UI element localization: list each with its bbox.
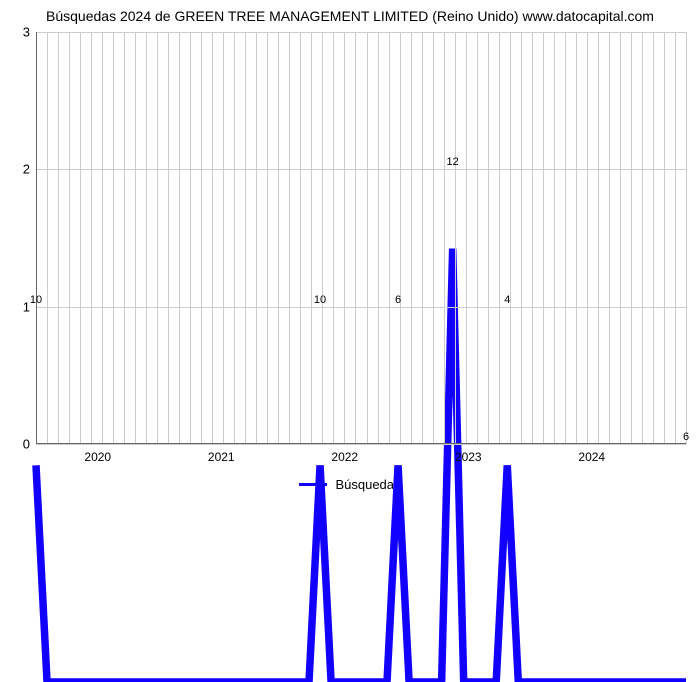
xtick-label: 2021 xyxy=(208,450,235,464)
point-label: 10 xyxy=(314,293,326,305)
chart-title: Búsquedas 2024 de GREEN TREE MANAGEMENT … xyxy=(0,0,700,28)
grid-line-vertical xyxy=(256,32,257,444)
point-label: 4 xyxy=(504,293,510,305)
grid-line-vertical xyxy=(664,32,665,444)
xtick-label: 2022 xyxy=(331,450,358,464)
grid-line-vertical xyxy=(598,32,599,444)
series-polyline xyxy=(36,249,686,682)
grid-line-vertical xyxy=(686,32,687,444)
grid-line-vertical xyxy=(532,32,533,444)
point-label: 6 xyxy=(683,431,689,443)
grid-line-vertical xyxy=(267,32,268,444)
chart-container: Búsquedas 2024 de GREEN TREE MANAGEMENT … xyxy=(0,0,700,500)
grid-line-vertical xyxy=(378,32,379,444)
grid-line-vertical xyxy=(157,32,158,444)
grid-line-vertical xyxy=(179,32,180,444)
grid-line-vertical xyxy=(499,32,500,444)
xtick-label: 2020 xyxy=(84,450,111,464)
grid-line-vertical xyxy=(510,32,511,444)
grid-line-vertical xyxy=(389,32,390,444)
grid-line-vertical xyxy=(212,32,213,444)
point-label: 10 xyxy=(30,293,42,305)
grid-line-vertical xyxy=(344,32,345,444)
grid-line-horizontal xyxy=(36,169,686,170)
xtick-label: 2024 xyxy=(578,450,605,464)
grid-line-vertical xyxy=(433,32,434,444)
grid-line-vertical xyxy=(565,32,566,444)
point-label: 6 xyxy=(395,293,401,305)
grid-line-vertical xyxy=(124,32,125,444)
grid-line-vertical xyxy=(521,32,522,444)
grid-line-vertical xyxy=(311,32,312,444)
grid-line-vertical xyxy=(168,32,169,444)
grid-line-vertical xyxy=(146,32,147,444)
grid-line-vertical xyxy=(477,32,478,444)
chart-area: 012320202021202220232024101061246 xyxy=(0,28,700,470)
grid-line-vertical xyxy=(223,32,224,444)
point-label: 12 xyxy=(447,156,459,168)
grid-line-vertical xyxy=(69,32,70,444)
grid-line-vertical xyxy=(675,32,676,444)
grid-line-vertical xyxy=(300,32,301,444)
xtick-label: 2023 xyxy=(455,450,482,464)
grid-line-vertical xyxy=(411,32,412,444)
grid-line-vertical xyxy=(620,32,621,444)
grid-line-vertical xyxy=(631,32,632,444)
ytick-label: 1 xyxy=(14,299,30,314)
grid-line-vertical xyxy=(367,32,368,444)
grid-line-vertical xyxy=(444,32,445,444)
grid-line-vertical xyxy=(587,32,588,444)
grid-line-vertical xyxy=(322,32,323,444)
grid-line-vertical xyxy=(422,32,423,444)
grid-line-vertical xyxy=(466,32,467,444)
grid-line-vertical xyxy=(609,32,610,444)
grid-line-vertical xyxy=(543,32,544,444)
grid-line-vertical xyxy=(201,32,202,444)
grid-line-vertical xyxy=(554,32,555,444)
grid-line-vertical xyxy=(80,32,81,444)
ytick-label: 0 xyxy=(14,437,30,452)
y-axis-line xyxy=(36,32,37,444)
grid-line-vertical xyxy=(289,32,290,444)
grid-line-horizontal xyxy=(36,32,686,33)
grid-line-vertical xyxy=(102,32,103,444)
grid-line-vertical xyxy=(245,32,246,444)
grid-line-vertical xyxy=(113,32,114,444)
ytick-label: 2 xyxy=(14,162,30,177)
ytick-label: 3 xyxy=(14,25,30,40)
grid-line-vertical xyxy=(135,32,136,444)
grid-line-vertical xyxy=(400,32,401,444)
grid-line-vertical xyxy=(190,32,191,444)
grid-line-vertical xyxy=(576,32,577,444)
x-axis-line xyxy=(36,443,686,444)
grid-line-vertical xyxy=(91,32,92,444)
grid-line-vertical xyxy=(488,32,489,444)
grid-line-vertical xyxy=(58,32,59,444)
series-line xyxy=(36,32,686,682)
grid-line-vertical xyxy=(47,32,48,444)
grid-line-vertical xyxy=(333,32,334,444)
grid-line-vertical xyxy=(455,32,456,444)
grid-line-horizontal xyxy=(36,444,686,445)
grid-line-vertical xyxy=(278,32,279,444)
grid-line-horizontal xyxy=(36,307,686,308)
grid-line-vertical xyxy=(234,32,235,444)
plot-area: 012320202021202220232024101061246 xyxy=(36,32,686,444)
grid-line-vertical xyxy=(642,32,643,444)
grid-line-vertical xyxy=(355,32,356,444)
grid-line-vertical xyxy=(653,32,654,444)
